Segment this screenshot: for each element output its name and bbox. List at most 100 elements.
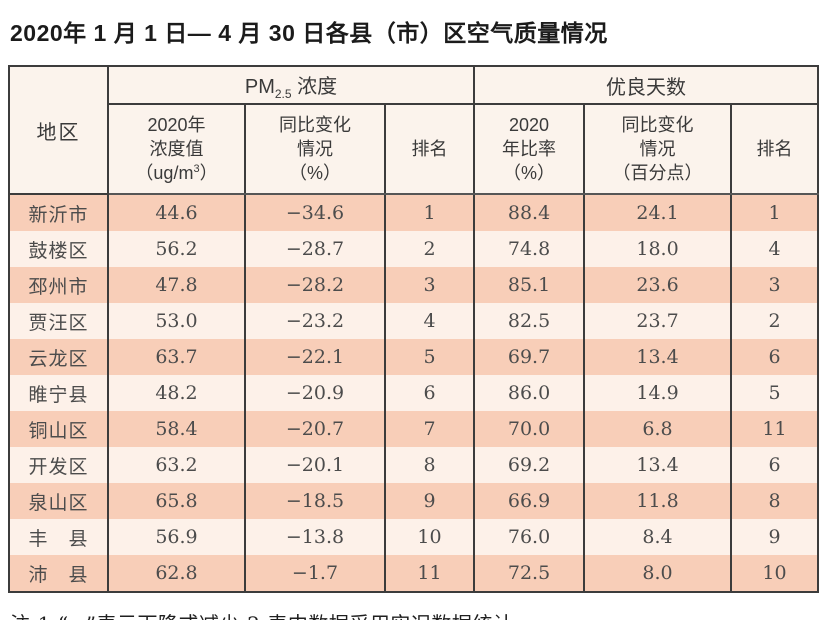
cell-good-rank: 2 (730, 303, 820, 339)
good-days-label: 优良天数 (606, 76, 687, 99)
column-group-pm25: PM2.5 浓度 (106, 66, 476, 105)
cell-region: 丰 县 (8, 519, 109, 555)
cell-region: 鼓楼区 (8, 231, 109, 267)
cell-good-change: 18.0 (583, 231, 733, 267)
cell-good-rank: 5 (730, 375, 820, 411)
header-line: （%） (503, 163, 556, 184)
cell-good-change: 13.4 (583, 339, 733, 375)
header-line: 排名 (411, 138, 448, 159)
cell-good-ratio: 82.5 (473, 303, 586, 339)
table-row: 鼓楼区 56.2 −28.7 2 74.8 18.0 4 (8, 231, 820, 267)
table-row: 开发区 63.2 −20.1 8 69.2 13.4 6 (8, 447, 820, 483)
cell-good-change: 24.1 (583, 194, 733, 231)
cell-pm-value: 56.9 (107, 519, 246, 555)
header-line: 2020年 (147, 114, 206, 135)
table-row: 新沂市 44.6 −34.6 1 88.4 24.1 1 (8, 194, 820, 231)
cell-pm-rank: 3 (383, 267, 476, 303)
column-header-good-rank: 排名 (730, 104, 820, 195)
cell-good-change: 14.9 (583, 375, 733, 411)
cell-good-ratio: 88.4 (473, 194, 586, 231)
table-header: 地区 PM2.5 浓度 优良天数 2020年 浓度值 （ug/m3） 同比变化 … (8, 66, 820, 195)
header-line: 2020 (508, 114, 550, 135)
header-line: （%） (288, 163, 341, 184)
cell-pm-value: 47.8 (107, 267, 246, 303)
cell-good-rank: 9 (730, 519, 820, 555)
cell-good-rank: 6 (730, 447, 820, 483)
cell-good-rank: 1 (730, 194, 820, 231)
cell-good-ratio: 76.0 (473, 519, 586, 555)
cell-pm-change: −28.7 (244, 231, 386, 267)
pm-label-suffix: 浓度 (291, 75, 338, 98)
cell-region: 睢宁县 (8, 375, 109, 411)
cell-pm-rank: 9 (383, 483, 476, 519)
cell-good-ratio: 69.7 (473, 339, 586, 375)
cell-good-change: 23.6 (583, 267, 733, 303)
column-header-good-change: 同比变化 情况 （百分点） (583, 104, 733, 195)
cell-pm-value: 63.7 (107, 339, 246, 375)
cell-good-rank: 8 (730, 483, 820, 519)
cell-pm-value: 53.0 (107, 303, 246, 339)
cell-pm-rank: 7 (383, 411, 476, 447)
cell-good-change: 23.7 (583, 303, 733, 339)
cell-pm-rank: 8 (383, 447, 476, 483)
air-quality-table: 地区 PM2.5 浓度 优良天数 2020年 浓度值 （ug/m3） 同比变化 … (8, 65, 820, 593)
header-line: 浓度值 (149, 138, 204, 159)
cell-pm-value: 48.2 (107, 375, 246, 411)
column-header-good-ratio: 2020 年比率 （%） (473, 104, 586, 195)
table-body: 新沂市 44.6 −34.6 1 88.4 24.1 1 鼓楼区 56.2 −28.7 2 74.8 1… (8, 194, 820, 592)
cell-good-ratio: 74.8 (473, 231, 586, 267)
cell-good-rank: 3 (730, 267, 820, 303)
header-line: ） (199, 163, 218, 184)
cell-good-change: 11.8 (583, 483, 733, 519)
pm-label-subscript: 2.5 (274, 86, 292, 101)
cell-good-change: 8.0 (583, 555, 733, 592)
header-line: 排名 (756, 138, 793, 159)
cell-pm-rank: 10 (383, 519, 476, 555)
cell-region: 沛 县 (8, 555, 109, 592)
cell-good-change: 6.8 (583, 411, 733, 447)
column-header-pm-value: 2020年 浓度值 （ug/m3） (107, 104, 246, 195)
cell-pm-rank: 4 (383, 303, 476, 339)
cell-pm-rank: 2 (383, 231, 476, 267)
table-row: 泉山区 65.8 −18.5 9 66.9 11.8 8 (8, 483, 820, 519)
header-line: 年比率 (502, 138, 557, 159)
cell-pm-rank: 6 (383, 375, 476, 411)
cell-pm-change: −34.6 (244, 194, 386, 231)
cell-pm-value: 56.2 (107, 231, 246, 267)
table-row: 丰 县 56.9 −13.8 10 76.0 8.4 9 (8, 519, 820, 555)
cell-pm-rank: 1 (383, 194, 476, 231)
cell-pm-change: −18.5 (244, 483, 386, 519)
header-line: （ug/m (135, 163, 194, 184)
region-header-label: 地区 (36, 121, 81, 144)
column-header-pm-rank: 排名 (383, 104, 476, 195)
cell-pm-rank: 11 (383, 555, 476, 592)
cell-region: 云龙区 (8, 339, 109, 375)
cell-good-ratio: 85.1 (473, 267, 586, 303)
table-row: 邳州市 47.8 −28.2 3 85.1 23.6 3 (8, 267, 820, 303)
column-group-good-days: 优良天数 (473, 66, 820, 105)
cell-pm-value: 65.8 (107, 483, 246, 519)
footnote: 注:1.“−”表示下降或减少;2.表中数据采用实况数据统计。 (10, 608, 817, 620)
cell-pm-value: 62.8 (107, 555, 246, 592)
table-row: 铜山区 58.4 −20.7 7 70.0 6.8 11 (8, 411, 820, 447)
cell-good-rank: 6 (730, 339, 820, 375)
cell-region: 泉山区 (8, 483, 109, 519)
cell-good-rank: 10 (730, 555, 820, 592)
cell-pm-change: −20.7 (244, 411, 386, 447)
cell-good-rank: 4 (730, 231, 820, 267)
cell-pm-change: −20.9 (244, 375, 386, 411)
page-title: 2020年 1 月 1 日— 4 月 30 日各县（市）区空气质量情况 (10, 20, 608, 46)
column-header-region: 地区 (8, 66, 109, 195)
cell-pm-change: −1.7 (244, 555, 386, 592)
header-line: 同比变化 (621, 114, 694, 135)
column-header-pm-change: 同比变化 情况 （%） (244, 104, 386, 195)
cell-good-ratio: 70.0 (473, 411, 586, 447)
cell-pm-value: 63.2 (107, 447, 246, 483)
cell-good-rank: 11 (730, 411, 820, 447)
header-sub-row: 2020年 浓度值 （ug/m3） 同比变化 情况 （%） 排名 2020 年比… (9, 104, 820, 195)
cell-good-change: 8.4 (583, 519, 733, 555)
cell-good-ratio: 66.9 (473, 483, 586, 519)
cell-region: 贾汪区 (8, 303, 109, 339)
cell-good-ratio: 86.0 (473, 375, 586, 411)
cell-good-change: 13.4 (583, 447, 733, 483)
